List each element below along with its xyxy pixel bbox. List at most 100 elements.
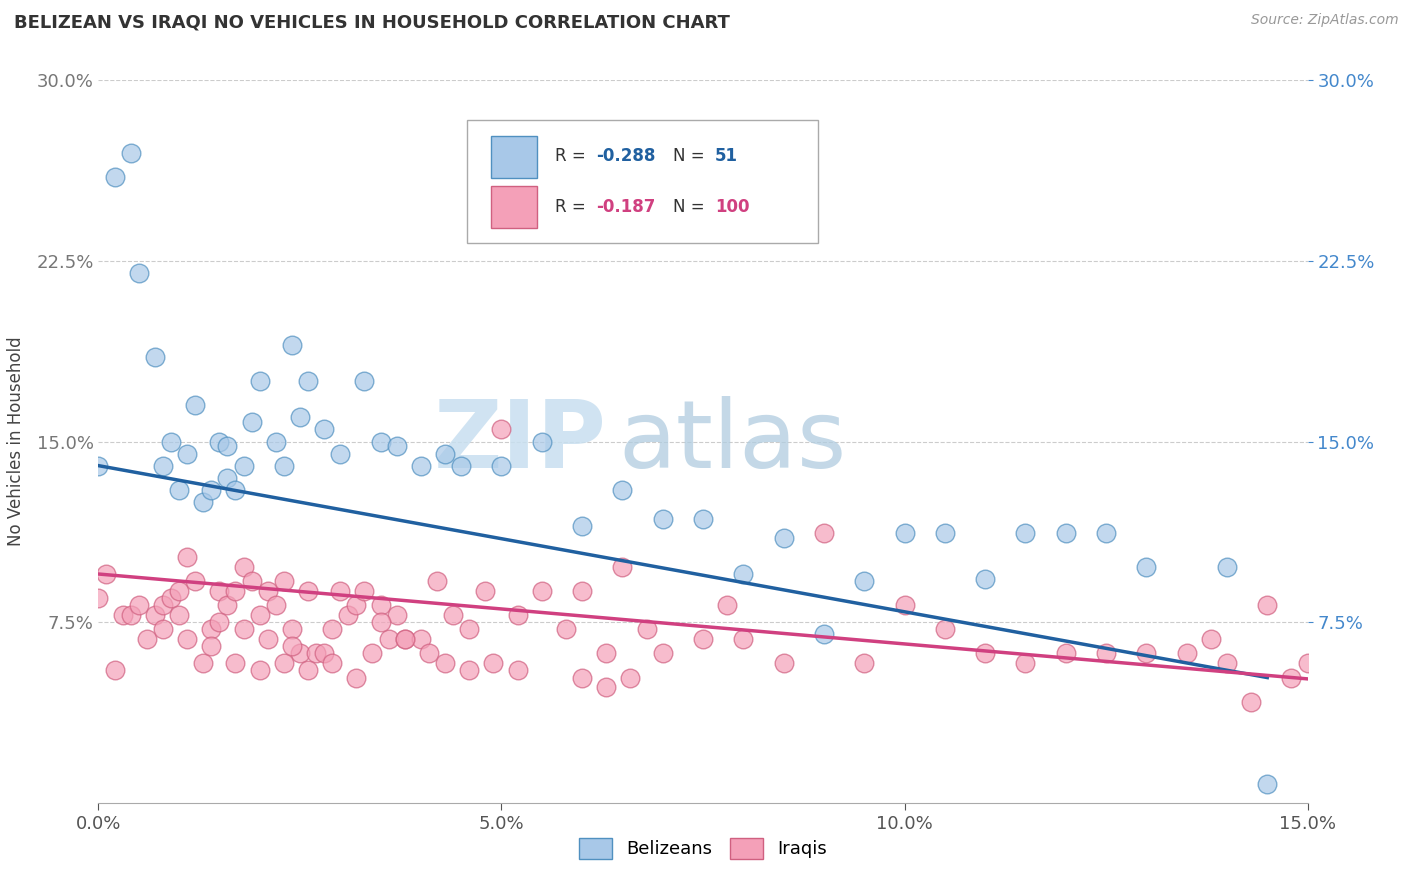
Point: [571, 583, 593, 598]
Point: [160, 434, 183, 449]
Point: [571, 671, 593, 685]
Point: [377, 632, 399, 646]
FancyBboxPatch shape: [492, 136, 537, 178]
Y-axis label: No Vehicles in Household: No Vehicles in Household: [7, 336, 25, 547]
Point: [321, 623, 343, 637]
Point: [595, 680, 617, 694]
Point: [329, 446, 352, 460]
Point: [813, 526, 835, 541]
Point: [853, 656, 876, 670]
Point: [1361, 680, 1384, 694]
Point: [1281, 671, 1303, 685]
Text: R =: R =: [555, 198, 592, 216]
Point: [217, 439, 239, 453]
Point: [772, 656, 794, 670]
Point: [506, 664, 529, 678]
Point: [733, 632, 755, 646]
Point: [385, 607, 408, 622]
Point: [394, 632, 416, 646]
Point: [426, 574, 449, 589]
Point: [96, 567, 118, 582]
Point: [103, 664, 125, 678]
Point: [135, 632, 157, 646]
Point: [176, 632, 198, 646]
Point: [232, 623, 254, 637]
Point: [458, 623, 481, 637]
Point: [314, 422, 336, 436]
Point: [813, 627, 835, 641]
Point: [264, 434, 287, 449]
Point: [184, 398, 207, 412]
Point: [692, 511, 714, 525]
Point: [152, 458, 174, 473]
Point: [571, 518, 593, 533]
Point: [232, 458, 254, 473]
Point: [1256, 776, 1278, 790]
Point: [314, 647, 336, 661]
Point: [208, 583, 231, 598]
Point: [555, 623, 578, 637]
Point: [1312, 671, 1334, 685]
Text: N =: N =: [672, 198, 710, 216]
Point: [143, 350, 166, 364]
Point: [394, 632, 416, 646]
Point: [193, 656, 215, 670]
Point: [1216, 559, 1239, 574]
Point: [87, 591, 110, 605]
Point: [1175, 647, 1198, 661]
Point: [200, 623, 222, 637]
Point: [167, 583, 190, 598]
Point: [217, 599, 239, 613]
Point: [329, 583, 352, 598]
Point: [193, 494, 215, 508]
Point: [232, 559, 254, 574]
Point: [288, 647, 311, 661]
Point: [1256, 599, 1278, 613]
Point: [692, 632, 714, 646]
Point: [612, 559, 634, 574]
Point: [273, 458, 295, 473]
Point: [491, 422, 513, 436]
Point: [733, 567, 755, 582]
Point: [595, 647, 617, 661]
Point: [1054, 647, 1077, 661]
Point: [1199, 632, 1222, 646]
Point: [893, 526, 915, 541]
Point: [200, 483, 222, 497]
Point: [418, 647, 440, 661]
Point: [217, 470, 239, 484]
Point: [1135, 559, 1157, 574]
Point: [619, 671, 641, 685]
Point: [772, 531, 794, 545]
Point: [120, 607, 142, 622]
Point: [974, 572, 997, 586]
Point: [273, 656, 295, 670]
Point: [128, 599, 150, 613]
Text: ZIP: ZIP: [433, 395, 606, 488]
Point: [1135, 647, 1157, 661]
Point: [1095, 647, 1118, 661]
Point: [249, 374, 271, 388]
Point: [337, 607, 360, 622]
Point: [111, 607, 134, 622]
Point: [208, 615, 231, 630]
Point: [249, 607, 271, 622]
Point: [651, 511, 673, 525]
Point: [853, 574, 876, 589]
Point: [409, 632, 432, 646]
Point: [167, 607, 190, 622]
Point: [1014, 656, 1036, 670]
Point: [441, 607, 464, 622]
Point: [1014, 526, 1036, 541]
Point: [281, 623, 304, 637]
Point: [249, 664, 271, 678]
Point: [297, 374, 319, 388]
Text: R =: R =: [555, 147, 592, 165]
Point: [530, 583, 553, 598]
Point: [934, 526, 956, 541]
Point: [321, 656, 343, 670]
Point: [361, 647, 384, 661]
Point: [256, 632, 278, 646]
Point: [409, 458, 432, 473]
Point: [716, 599, 738, 613]
